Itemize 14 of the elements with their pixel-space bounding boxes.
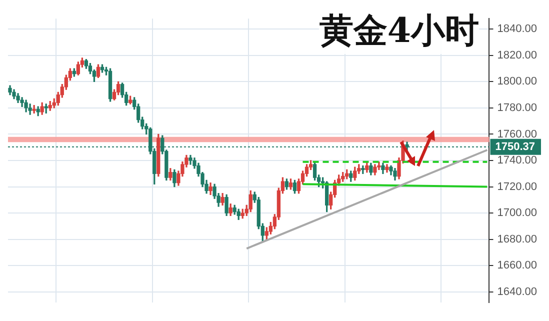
y-tick-label: 1820.00: [497, 49, 538, 62]
y-tick-label: 1780.00: [497, 102, 538, 114]
ref-line-label: 1750.37: [495, 140, 536, 153]
y-tick-label: 1840.00: [497, 23, 538, 36]
y-tick-label: 1740.00: [497, 154, 538, 167]
y-tick-label: 1720.00: [497, 180, 538, 193]
y-tick-label: 1640.00: [497, 286, 538, 298]
y-tick-label: 1760.00: [497, 128, 538, 140]
candlestick: [32, 104, 36, 114]
y-tick-label: 1660.00: [497, 260, 538, 272]
chart-title: 黄金4小时: [319, 8, 479, 54]
y-tick-label: 1800.00: [497, 76, 538, 88]
y-tick-label: 1680.00: [497, 233, 538, 246]
y-tick-label: 1700.00: [497, 207, 538, 220]
